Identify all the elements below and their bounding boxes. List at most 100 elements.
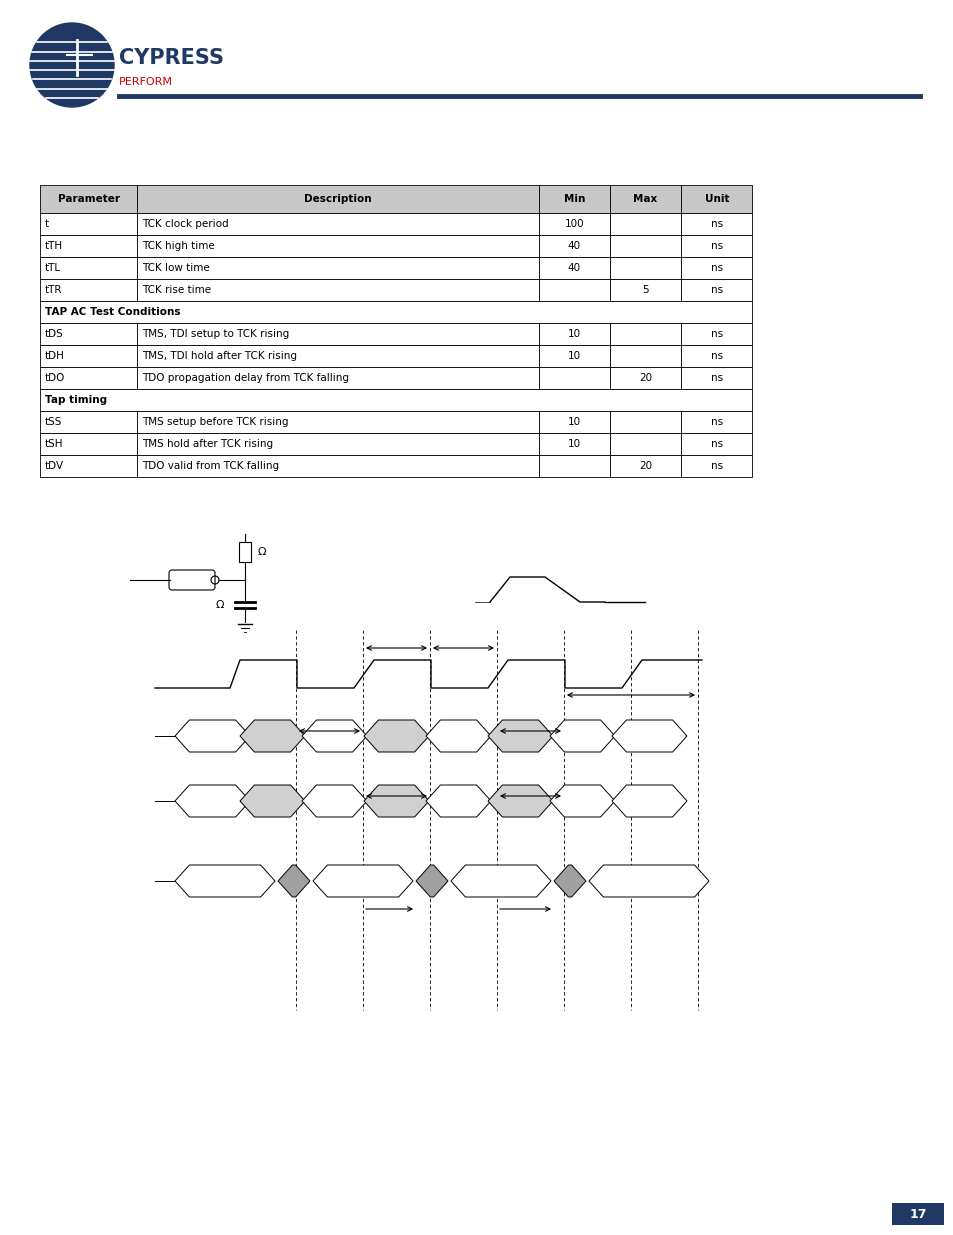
Bar [137,185,538,212]
Text: TCK rise time: TCK rise time [142,285,212,295]
Polygon shape [426,785,491,818]
Polygon shape [364,785,429,818]
Text: TMS, TDI setup to TCK rising: TMS, TDI setup to TCK rising [142,329,290,338]
Text: tTH: tTH [45,241,63,251]
Bar [538,257,609,279]
Polygon shape [174,785,250,818]
Polygon shape [302,785,367,818]
Text: Unit: Unit [704,194,728,204]
Bar [538,279,609,301]
Bar [40,411,137,433]
Text: Tap timing: Tap timing [45,395,107,405]
Bar [40,235,137,257]
Polygon shape [550,720,615,752]
Text: TDO propagation delay from TCK falling: TDO propagation delay from TCK falling [142,373,349,383]
Text: ns: ns [710,285,722,295]
Bar [137,367,538,389]
Text: TMS, TDI hold after TCK rising: TMS, TDI hold after TCK rising [142,351,297,361]
Bar [137,433,538,454]
Bar [680,367,752,389]
Bar [680,345,752,367]
Bar [137,454,538,477]
Polygon shape [240,720,305,752]
Bar [680,324,752,345]
Text: TMS setup before TCK rising: TMS setup before TCK rising [142,417,289,427]
Bar [609,367,680,389]
Polygon shape [174,720,250,752]
Bar [680,454,752,477]
Polygon shape [364,720,429,752]
Polygon shape [554,864,585,897]
Polygon shape [612,720,686,752]
Bar [680,279,752,301]
Text: tDO: tDO [45,373,66,383]
Text: TAP AC Test Conditions: TAP AC Test Conditions [45,308,180,317]
Bar [609,279,680,301]
Text: ns: ns [710,219,722,228]
Text: tDS: tDS [45,329,64,338]
Polygon shape [240,785,305,818]
Bar [609,257,680,279]
Bar [538,367,609,389]
Bar [891,1203,943,1225]
Text: 40: 40 [567,241,580,251]
Bar [40,301,752,324]
Text: tDH: tDH [45,351,65,361]
Text: 5: 5 [641,285,648,295]
Bar [609,411,680,433]
Bar [609,185,680,212]
Bar [680,411,752,433]
Bar [680,185,752,212]
Bar [137,279,538,301]
Text: Description: Description [304,194,372,204]
Text: TDO valid from TCK falling: TDO valid from TCK falling [142,461,279,471]
Bar [538,212,609,235]
Bar [40,433,137,454]
Bar [680,235,752,257]
Bar [137,345,538,367]
Text: 100: 100 [564,219,583,228]
Polygon shape [451,864,551,897]
Text: tSH: tSH [45,438,64,450]
Bar [40,345,137,367]
Bar [609,454,680,477]
Text: Ω: Ω [215,600,224,610]
Text: tTL: tTL [45,263,61,273]
Text: tSS: tSS [45,417,62,427]
Text: 17: 17 [908,1208,925,1220]
Text: CYPRESS: CYPRESS [119,48,224,68]
Polygon shape [612,785,686,818]
Bar [609,235,680,257]
Bar [40,212,137,235]
Polygon shape [426,720,491,752]
Bar [40,185,137,212]
Polygon shape [313,864,413,897]
Polygon shape [488,720,553,752]
Polygon shape [302,720,367,752]
Text: Max: Max [633,194,657,204]
Polygon shape [174,864,274,897]
Text: 10: 10 [567,438,580,450]
Text: ns: ns [710,329,722,338]
Bar [137,212,538,235]
Text: 10: 10 [567,351,580,361]
Text: tDV: tDV [45,461,64,471]
Text: t: t [45,219,49,228]
Text: TMS hold after TCK rising: TMS hold after TCK rising [142,438,274,450]
Text: 10: 10 [567,329,580,338]
Bar [239,542,251,562]
Text: ns: ns [710,263,722,273]
Bar [680,212,752,235]
Bar [40,279,137,301]
Bar [40,324,137,345]
Polygon shape [488,785,553,818]
Bar [538,235,609,257]
Text: 20: 20 [639,373,652,383]
Circle shape [30,23,113,107]
Bar [137,235,538,257]
Polygon shape [416,864,448,897]
Polygon shape [550,785,615,818]
Bar [137,257,538,279]
Bar [609,345,680,367]
Bar [137,324,538,345]
